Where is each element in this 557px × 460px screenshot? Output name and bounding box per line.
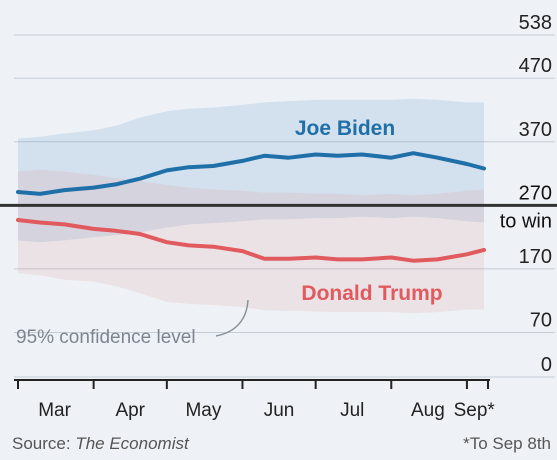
- series-label-trump: Donald Trump: [301, 282, 442, 305]
- threshold-text-label: to win: [500, 210, 552, 232]
- x-tick-label-aug: Aug: [411, 400, 445, 421]
- series-label-biden: Joe Biden: [295, 117, 395, 140]
- biden-series-line: [16, 151, 486, 196]
- confidence-annotation-leader: [215, 299, 249, 337]
- x-tick-label-apr: Apr: [115, 400, 145, 421]
- y-tick-label-170: 170: [519, 246, 552, 268]
- x-tick-label-jul: Jul: [340, 400, 364, 421]
- date-footnote: *To Sep 8th: [463, 434, 551, 453]
- x-tick-label-may: May: [185, 400, 221, 421]
- trump-series-line: [16, 218, 486, 263]
- y-tick-label-70: 70: [530, 310, 552, 332]
- y-tick-label-370: 370: [519, 119, 552, 141]
- y-tick-label-538: 538: [519, 12, 552, 34]
- confidence-annotation: 95% confidence level: [16, 327, 196, 348]
- x-tick-label-mar: Mar: [38, 400, 71, 421]
- chart-footer: Source: The Economist *To Sep 8th: [0, 430, 557, 460]
- electoral-college-chart: 0 70 170 370 470 538 270 to win Joe Biden Donald …: [0, 12, 557, 421]
- x-tick-label-sep: Sep*: [454, 400, 496, 421]
- x-tick-label-jun: Jun: [264, 400, 295, 421]
- source-note: Source: The Economist: [12, 434, 189, 453]
- y-tick-label-0: 0: [541, 354, 552, 376]
- threshold-value-label: 270: [519, 182, 552, 204]
- source-name: The Economist: [75, 434, 189, 453]
- y-tick-label-470: 470: [519, 55, 552, 77]
